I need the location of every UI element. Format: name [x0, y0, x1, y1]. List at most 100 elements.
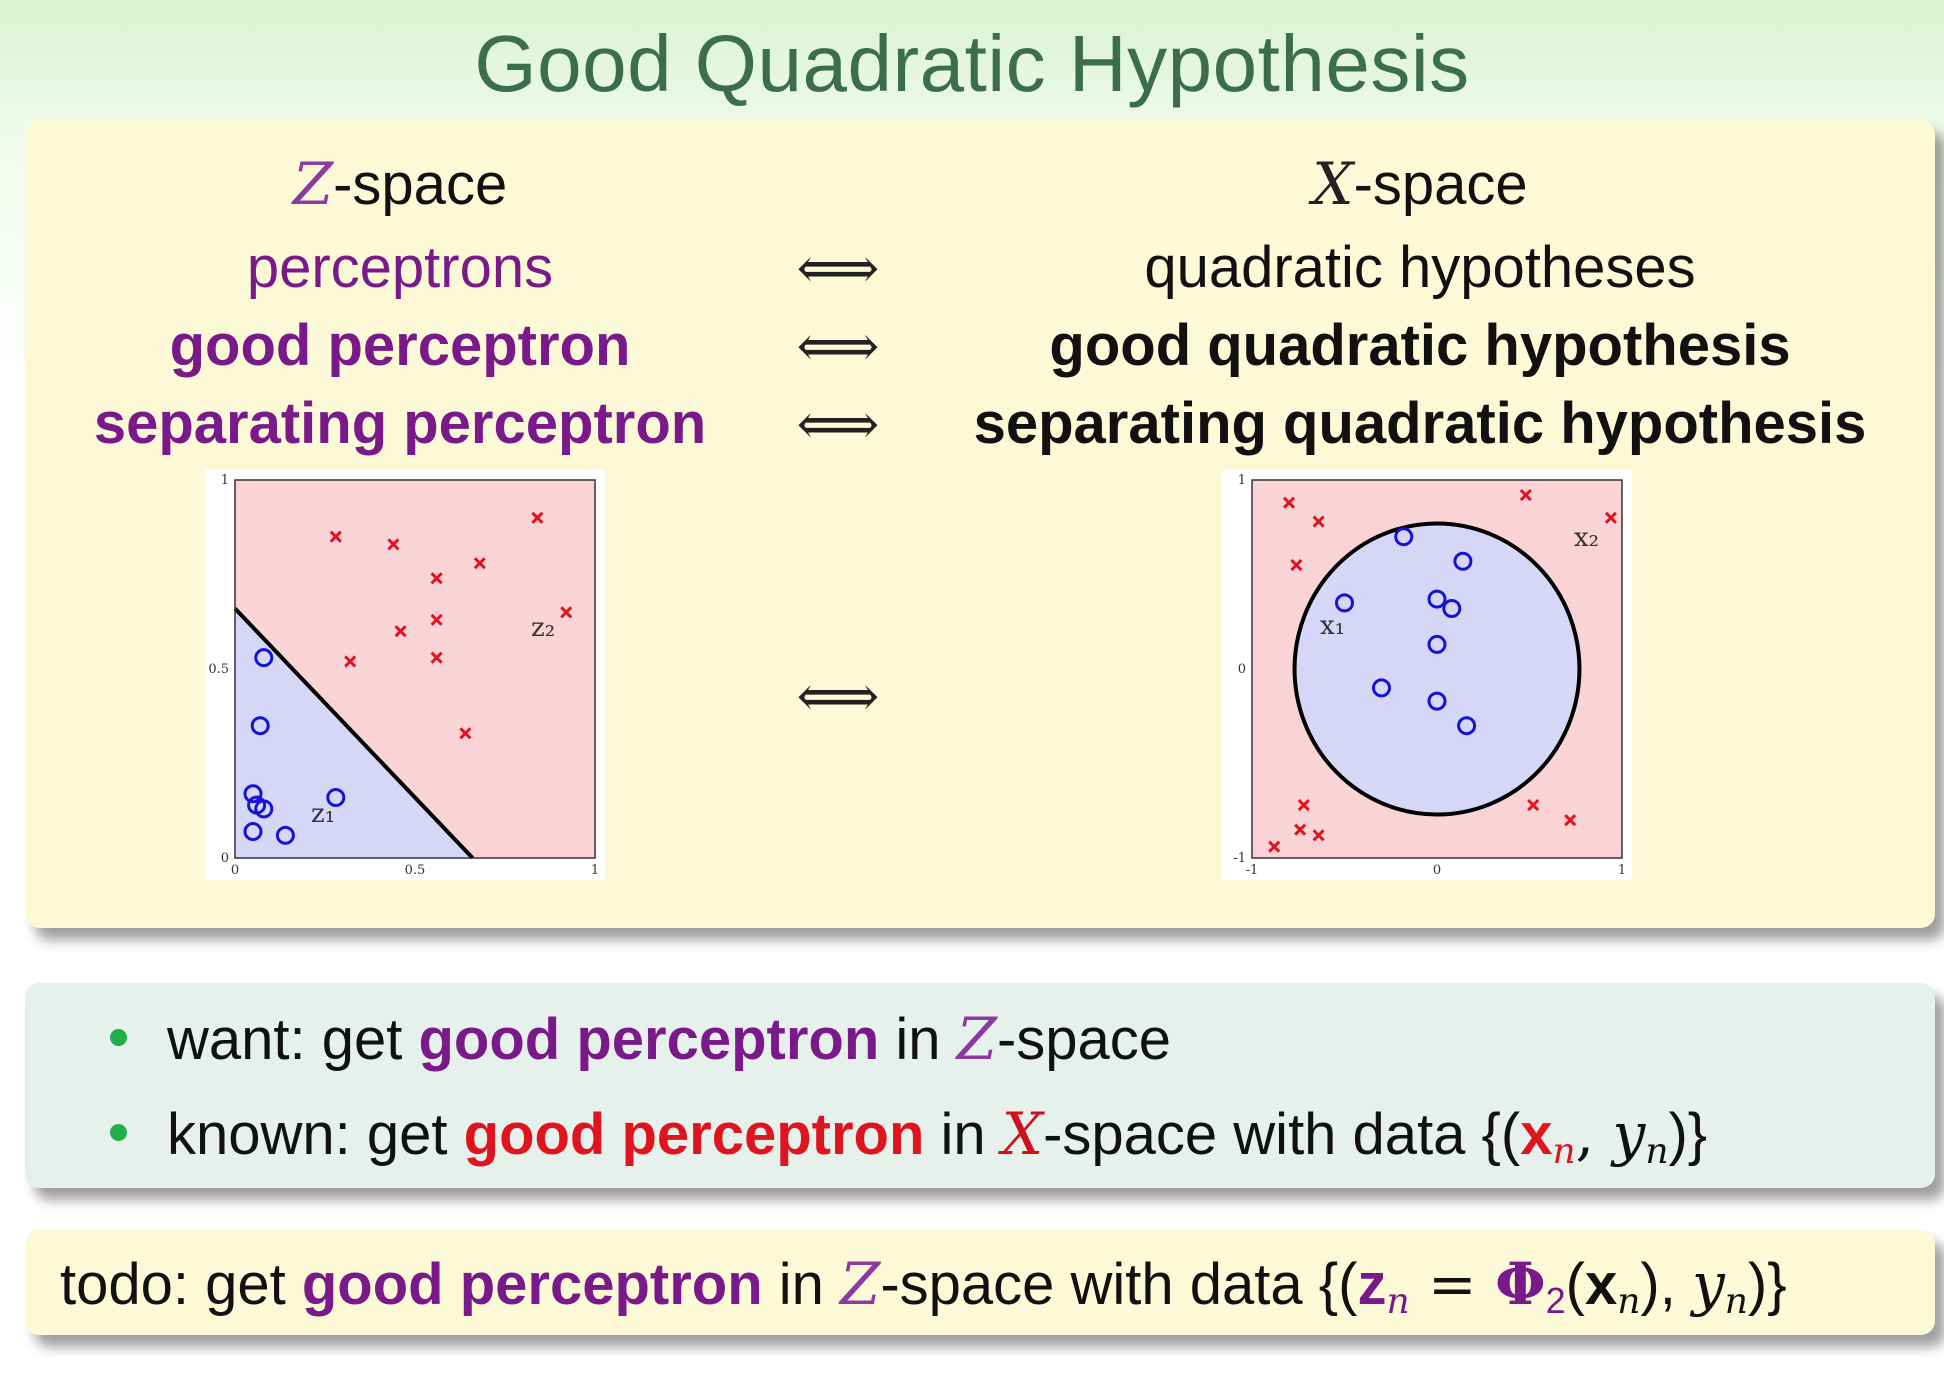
left-header-suffix: -space	[333, 152, 508, 217]
right-row-quadratic-hypotheses: quadratic hypotheses	[1144, 235, 1696, 300]
circle-point	[1427, 691, 1447, 711]
bullet-emphasis: good perceptron	[463, 1102, 925, 1167]
todo-text: todo: get	[60, 1252, 302, 1317]
cross-point	[1297, 799, 1310, 812]
math-phi: Φ	[1495, 1250, 1546, 1318]
x-tick-label: 0	[1433, 863, 1441, 878]
math-y: y	[1691, 1250, 1725, 1318]
z-space-symbol: Z	[956, 1005, 997, 1073]
circle-point	[1457, 716, 1477, 736]
circle-point	[1372, 678, 1391, 698]
left-header: Z-space	[40, 150, 760, 218]
math-x: x	[1584, 1252, 1618, 1317]
equiv-arrow: ⟺	[796, 234, 880, 302]
x-tick-label: 1	[1618, 863, 1626, 878]
circle-point	[1442, 599, 1462, 619]
left-row-good-perceptron: good perceptron	[169, 313, 631, 378]
math-x: x	[1520, 1102, 1553, 1167]
math-subscript: n	[1645, 1130, 1669, 1172]
bullet-text: in	[879, 1007, 957, 1072]
equiv-arrow: ⟺	[796, 390, 880, 458]
bullet-text: in	[924, 1102, 1002, 1167]
todo-text: )}	[1747, 1252, 1787, 1317]
circle-point	[1394, 527, 1414, 547]
cross-point	[430, 613, 443, 626]
z-space-plot: 0 0.5 1 0 0.5 1 z₁ z₂	[205, 470, 605, 880]
todo-panel	[25, 1230, 1935, 1335]
cross-point	[387, 538, 400, 551]
math-y: y	[1612, 1100, 1646, 1168]
right-row-good-quadratic-hypothesis: good quadratic hypothesis	[1049, 313, 1791, 378]
cross-point	[1564, 814, 1577, 827]
circle-point	[243, 822, 263, 842]
plot-frame	[234, 479, 596, 859]
todo-text: -space with data {(	[880, 1252, 1358, 1317]
bullet-text: -space	[996, 1007, 1172, 1072]
bullet-text: -space with data {(	[1043, 1102, 1521, 1167]
x2-label: x₂	[1574, 523, 1599, 553]
circle-point	[1427, 589, 1447, 609]
y-tick-label: 1	[1238, 473, 1246, 488]
math-equals: =	[1409, 1250, 1496, 1318]
circle-point	[275, 825, 295, 845]
cross-point	[560, 606, 573, 619]
circle-point	[326, 788, 346, 808]
x-space-symbol: X	[1001, 1100, 1044, 1168]
cross-point	[473, 557, 486, 570]
todo-text: (	[1565, 1252, 1585, 1317]
decision-boundary-line	[233, 607, 475, 860]
math-z: z	[1357, 1252, 1387, 1317]
bullet-dot	[110, 1029, 127, 1047]
math-subscript: n	[1552, 1130, 1576, 1172]
x-space-symbol: X	[1312, 150, 1354, 218]
left-row-perceptrons: perceptrons	[246, 235, 554, 300]
y-tick-label: -1	[1233, 851, 1246, 866]
right-header-suffix: -space	[1353, 152, 1528, 217]
cross-point	[531, 511, 544, 524]
cross-point	[1604, 511, 1617, 524]
circle-point	[1427, 634, 1447, 654]
x-tick-label: 0.5	[405, 863, 426, 878]
todo-emphasis: good perceptron	[301, 1252, 763, 1317]
z-space-plot-svg: 0 0.5 1 0 0.5 1 z₁ z₂	[208, 473, 599, 878]
circle-point	[1335, 593, 1354, 613]
cross-point	[459, 727, 472, 740]
x-tick-label: 0	[231, 863, 239, 878]
math-comma: ,	[1575, 1100, 1613, 1168]
todo-line: todo: get good perceptron in Z-space wit…	[60, 1250, 1787, 1322]
bullet-emphasis: good perceptron	[418, 1007, 880, 1072]
todo-text: in	[762, 1252, 841, 1317]
x1-label: x₁	[1320, 611, 1345, 641]
math-subscript: n	[1617, 1280, 1641, 1322]
cross-point	[1294, 823, 1307, 836]
math-subscript: 2	[1545, 1279, 1566, 1321]
y-tick-label: 0	[1238, 662, 1246, 677]
cross-point	[344, 655, 357, 668]
x-tick-label: -1	[1246, 863, 1259, 878]
x-tick-label: 1	[591, 863, 599, 878]
y-tick-label: 0	[221, 851, 229, 866]
z-space-symbol: Z	[292, 150, 334, 218]
cross-point	[430, 651, 443, 664]
equiv-arrow: ⟺	[796, 662, 880, 730]
bullet-text: known: get	[167, 1102, 464, 1167]
plot-frame	[1251, 479, 1623, 859]
circle-point	[250, 716, 270, 736]
cross-point	[1527, 799, 1540, 812]
circle-point	[254, 799, 274, 819]
y-tick-label: 0.5	[208, 662, 229, 677]
cross-point	[1268, 840, 1281, 853]
z1-label: z₁	[311, 799, 335, 829]
math-subscript: n	[1724, 1280, 1748, 1322]
cross-point	[1312, 515, 1325, 528]
cross-point	[1282, 496, 1296, 509]
equiv-arrow: ⟺	[796, 312, 880, 380]
x-space-plot-svg: -1 0 1 -1 0 1 x₁ x₂	[1233, 473, 1626, 878]
right-row-separating-quadratic-hypothesis: separating quadratic hypothesis	[973, 391, 1867, 456]
cross-point	[430, 572, 443, 585]
cross-point	[1519, 489, 1532, 502]
left-row-separating-perceptron: separating perceptron	[93, 391, 707, 456]
circle-point	[243, 784, 263, 804]
bullet-text: )}	[1668, 1102, 1708, 1167]
z-space-symbol: Z	[840, 1250, 881, 1318]
